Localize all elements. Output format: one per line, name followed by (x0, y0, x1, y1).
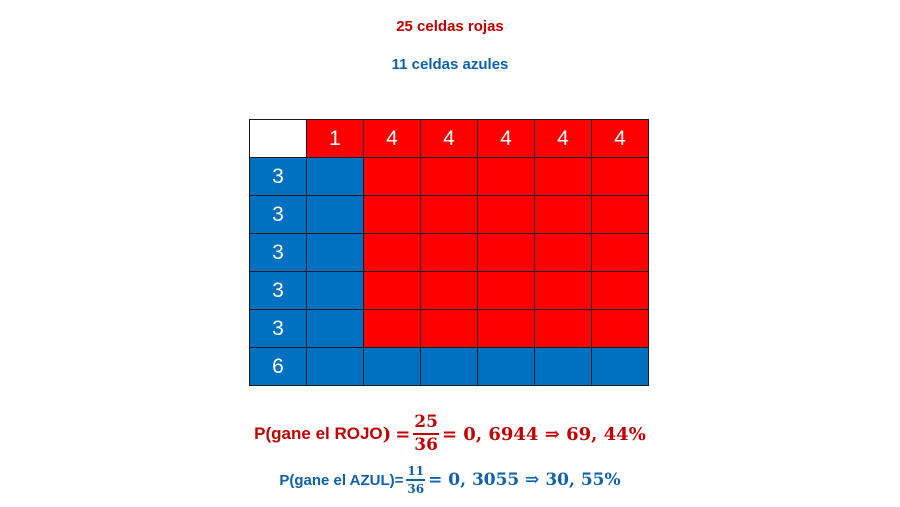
red-fraction-numerator: 25 (413, 414, 439, 435)
red-formula-label: P(gane el ROJO (254, 424, 383, 443)
column-header-6: 4 (592, 120, 649, 158)
row-header-6: 6 (250, 348, 307, 386)
red-fraction: 25 36 (413, 414, 439, 454)
blue-fraction-denominator: 36 (407, 482, 425, 496)
grid-cell (364, 196, 421, 234)
grid-cell (535, 234, 592, 272)
blue-cells-count: 11 celdas azules (391, 56, 509, 73)
grid-cell (307, 272, 364, 310)
grid-cell (478, 272, 535, 310)
column-header-5: 4 (535, 120, 592, 158)
grid-cell (535, 272, 592, 310)
row-header-4: 3 (250, 272, 307, 310)
red-fraction-denominator: 36 (414, 435, 438, 455)
grid-cell (307, 348, 364, 386)
grid-cell (307, 310, 364, 348)
blue-formula-result: = 0, 3055 ⇒ 30, 55% (428, 470, 621, 490)
grid-cell (478, 348, 535, 386)
red-cells-count: 25 celdas rojas (396, 18, 504, 35)
row-header-3: 3 (250, 234, 307, 272)
grid-cell (535, 196, 592, 234)
grid-cell (592, 196, 649, 234)
grid-cell (364, 272, 421, 310)
grid-cell (364, 158, 421, 196)
row-header-2: 3 (250, 196, 307, 234)
column-header-2: 4 (364, 120, 421, 158)
row-header-1: 3 (250, 158, 307, 196)
blue-formula-label: P(gane el AZUL)= (279, 471, 404, 489)
blue-fraction: 11 36 (406, 465, 426, 496)
blue-probability-formula: P(gane el AZUL)= 11 36 = 0, 3055 ⇒ 30, 5… (0, 465, 900, 495)
grid-cell (364, 348, 421, 386)
red-probability-formula: P(gane el ROJO ) = 25 36 = 0, 6944 ⇒ 69,… (0, 414, 900, 454)
grid-cell (478, 234, 535, 272)
grid-cell (535, 158, 592, 196)
grid-cell (364, 234, 421, 272)
grid-cell (364, 310, 421, 348)
grid-cell (478, 310, 535, 348)
grid-cell (535, 348, 592, 386)
grid-cell (307, 158, 364, 196)
grid-cell (592, 272, 649, 310)
grid-cell (307, 234, 364, 272)
grid-cell (421, 234, 478, 272)
grid-cell (592, 310, 649, 348)
row-header-5: 3 (250, 310, 307, 348)
grid-cell (421, 196, 478, 234)
column-header-4: 4 (478, 120, 535, 158)
grid-cell (478, 158, 535, 196)
grid-cell (421, 348, 478, 386)
red-formula-result: = 0, 6944 ⇒ 69, 44% (441, 423, 646, 445)
grid-cell (478, 196, 535, 234)
grid-cell (592, 348, 649, 386)
grid-cell (592, 158, 649, 196)
grid-cell (592, 234, 649, 272)
grid-cell (421, 272, 478, 310)
grid-cell (421, 310, 478, 348)
red-formula-close-paren: ) (382, 423, 392, 445)
column-header-1: 1 (307, 120, 364, 158)
grid-cell (307, 196, 364, 234)
grid-cell (535, 310, 592, 348)
column-header-3: 4 (421, 120, 478, 158)
corner-cell (250, 120, 307, 158)
grid-cell (421, 158, 478, 196)
blue-fraction-numerator: 11 (406, 465, 426, 481)
red-formula-equals: = (395, 423, 411, 445)
